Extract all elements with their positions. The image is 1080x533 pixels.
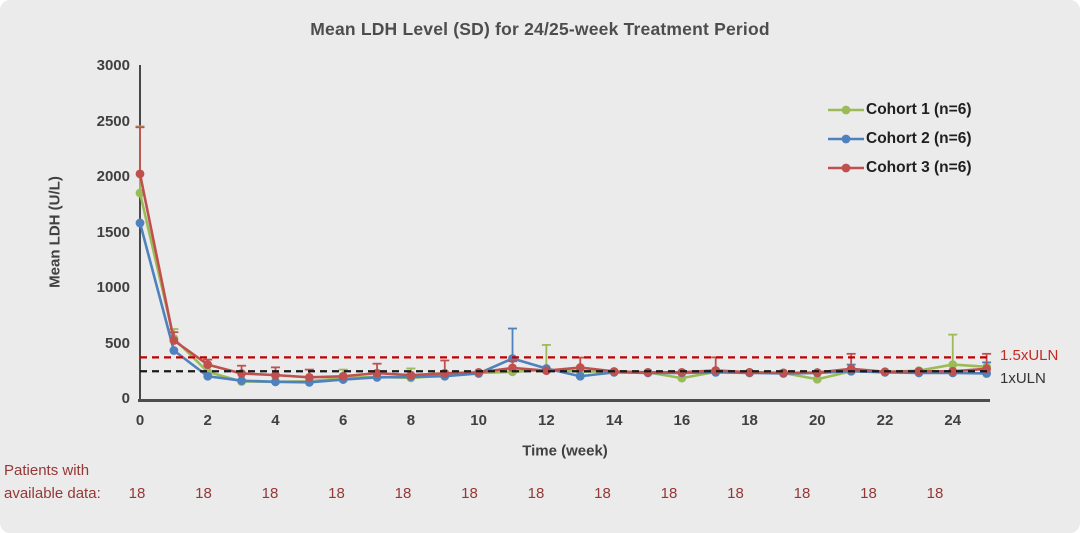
x-tick-label: 22 [876,412,894,429]
x-axis-title: Time (week) [522,442,608,460]
x-tick-label: 12 [538,412,555,429]
legend-label-cohort-1: Cohort 1 (n=6) [866,100,972,118]
data-point-marker [779,368,788,378]
legend: Cohort 1 (n=6) Cohort 2 (n=6) Cohort 3 (… [826,95,972,182]
data-point-marker [914,366,924,376]
data-point-marker [406,370,416,380]
x-tick-label: 4 [271,412,280,429]
x-tick-label: 10 [470,412,487,429]
x-tick-label: 14 [605,412,623,429]
patients-value: 18 [527,485,545,502]
legend-item-cohort-1: Cohort 1 (n=6) [826,95,972,124]
data-point-marker [169,336,179,345]
data-point-marker [237,376,246,386]
legend-marker-cohort-2-line-dot-icon [828,134,864,143]
chart-title: Mean LDH Level (SD) for 24/25-week Treat… [310,19,770,39]
patients-value: 18 [195,485,212,502]
series-line [138,173,987,379]
x-tick-label: 0 [135,412,145,429]
legend-label-cohort-2: Cohort 2 (n=6) [866,129,972,147]
data-point-marker [575,363,585,372]
patients-value: 18 [926,485,944,502]
x-tick-label: 20 [808,412,826,429]
series-line [138,222,987,384]
data-point-marker [203,360,213,369]
patients-value: 18 [128,485,146,502]
data-point-marker [169,346,179,355]
y-tick-label: 1000 [96,279,130,296]
legend-label-cohort-3: Cohort 3 (n=6) [866,158,972,176]
series-cohort-2 [135,218,992,387]
ref-line-label-1xuln: 1xULN [1000,370,1046,388]
legend-marker-cohort-3-line-dot-icon [828,163,864,172]
data-point-marker [271,370,280,380]
y-tick-label: 500 [104,334,130,352]
data-point-marker [677,367,687,377]
patients-available-data-label-line2: available data: [4,485,101,502]
x-tick-label: 16 [673,412,691,429]
data-point-marker [812,368,822,377]
data-point-marker [575,371,585,381]
x-tick-label: 2 [203,412,212,429]
data-point-marker [508,363,517,373]
legend-item-cohort-3: Cohort 3 (n=6) [826,153,972,182]
y-tick-label: 3000 [96,57,130,74]
x-tick-label: 18 [741,412,758,429]
data-point-marker [304,372,314,382]
data-point-marker [541,366,551,376]
y-tick-label: 0 [121,390,130,407]
legend-item-cohort-2: Cohort 2 (n=6) [826,124,972,153]
data-point-marker [745,367,754,377]
patients-value: 18 [261,485,279,502]
x-tick-label: 6 [339,412,348,429]
patients-value: 18 [860,485,877,502]
patients-value: 18 [793,485,811,502]
patients-value: 18 [461,485,478,502]
patients-value: 18 [328,485,345,502]
data-point-marker [271,377,280,387]
data-point-marker [948,360,958,369]
y-tick-label: 2000 [96,168,130,185]
data-point-marker [711,366,721,375]
data-point-marker [338,371,348,381]
legend-marker-cohort-1-line-dot-icon [828,105,864,114]
data-point-marker [203,371,213,381]
series-line [138,192,987,384]
patients-value: 18 [594,485,611,502]
patients-value: 18 [394,485,412,502]
patients-available-data-label-line1: Patients with [4,462,90,479]
x-tick-label: 24 [944,412,962,429]
data-point-marker [474,367,484,377]
data-point-marker [812,374,822,384]
data-point-marker [135,218,145,228]
data-point-marker [372,368,382,378]
data-point-marker [643,367,653,377]
data-point-marker [135,169,145,179]
x-tick-label: 8 [406,412,416,429]
patients-value: 18 [660,485,678,502]
ref-line-label-1-5xuln: 1.5xULN [1000,347,1059,365]
y-tick-label: 1500 [96,223,130,241]
y-tick-label: 2500 [96,112,130,130]
data-point-marker [948,366,958,376]
patients-value: 18 [727,485,744,502]
